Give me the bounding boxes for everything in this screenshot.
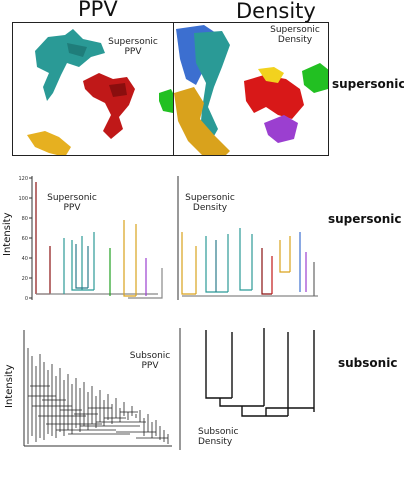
y-tick-labels: 120 100 80 60 40 20 0 [18, 176, 28, 302]
svg-text:60: 60 [22, 236, 28, 242]
yellow-structure [258, 67, 284, 83]
panel-label: Supersonic Density [185, 193, 235, 213]
panel-label: Subsonic Density [198, 427, 239, 447]
purple-structure [264, 115, 298, 143]
svg-text:Supersonic: Supersonic [185, 193, 235, 203]
row-label-2: supersonic [328, 212, 402, 226]
svg-text:40: 40 [22, 256, 28, 262]
dense-branches [27, 348, 169, 444]
density-render-label: Supersonic Density [262, 25, 328, 45]
ppv-super-dendrogram: 120 100 80 60 40 20 0 Supersonic PPV [18, 176, 163, 302]
svg-text:Subsonic: Subsonic [130, 351, 171, 361]
panel-label: Subsonic PPV [130, 351, 171, 371]
green-structure [159, 89, 173, 113]
dendro-branches [35, 182, 163, 299]
ppv-sub-dendrogram: Subsonic PPV [23, 330, 172, 447]
svg-text:20: 20 [22, 276, 28, 282]
density-render-image [174, 25, 328, 155]
panel-label: Supersonic PPV [47, 193, 97, 213]
row3-ylabel: Intensity [4, 364, 15, 408]
red-structure [244, 75, 304, 119]
column-title-ppv: PPV [78, 0, 118, 21]
svg-text:0: 0 [25, 296, 28, 302]
density-super-dendrogram: Supersonic Density [177, 176, 318, 300]
svg-text:100: 100 [18, 196, 28, 202]
red-structure [83, 73, 135, 139]
density-sub-dendrogram: Subsonic Density [179, 328, 315, 450]
teal-structure [194, 31, 230, 143]
svg-text:PPV: PPV [63, 203, 81, 213]
svg-text:Density: Density [193, 203, 228, 213]
orange-structure [27, 131, 71, 155]
green-structure [302, 63, 328, 93]
teal-structure [35, 29, 105, 101]
ppv-render-label: Supersonic PPV [108, 37, 158, 57]
axes [23, 330, 172, 447]
dendro-branches [205, 328, 315, 417]
svg-text:Density: Density [198, 437, 233, 447]
gold-structure [174, 87, 230, 155]
column-title-density: Density [236, 0, 316, 23]
row-label-3: subsonic [338, 356, 398, 370]
svg-text:80: 80 [22, 216, 28, 222]
row2-ylabel: Intensity [2, 212, 13, 256]
density-render-panel: Supersonic Density [173, 22, 329, 156]
svg-text:PPV: PPV [141, 361, 159, 371]
svg-text:Subsonic: Subsonic [198, 427, 239, 437]
svg-text:120: 120 [18, 176, 28, 182]
row-label-1: supersonic [332, 77, 404, 91]
ppv-render-panel: Supersonic PPV [12, 22, 174, 156]
svg-text:Supersonic: Supersonic [47, 193, 97, 203]
ppv-render-image [27, 29, 173, 155]
dendro-branches [181, 228, 318, 297]
y-axis [29, 176, 33, 300]
